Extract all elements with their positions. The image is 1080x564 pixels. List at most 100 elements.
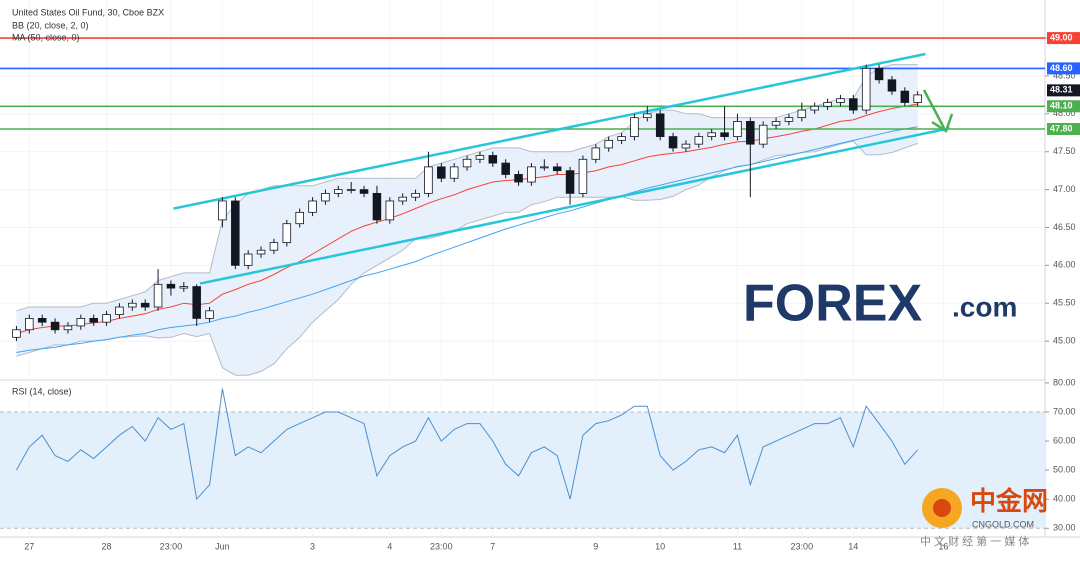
x-tick-label: 11	[733, 541, 742, 551]
candle-body	[398, 196, 407, 202]
y-tick-label: 46.50	[1053, 222, 1076, 232]
x-tick-label: 16	[938, 541, 948, 551]
candle-body	[37, 317, 47, 323]
candle-body	[115, 306, 124, 316]
candle-body	[578, 158, 588, 194]
candle-body	[501, 162, 510, 175]
x-tick-label: 23:00	[430, 541, 453, 551]
rsi-title: RSI (14, close)	[12, 386, 72, 396]
candle-body	[771, 121, 781, 126]
candle-body	[437, 166, 446, 179]
candle-body	[359, 189, 369, 194]
candle-body	[385, 200, 395, 221]
candle-body	[604, 139, 613, 149]
rsi-tick-label: 70.00	[1053, 406, 1076, 416]
candle-body	[514, 174, 523, 183]
candle-body	[630, 117, 639, 137]
legend-indicator: BB (20, close, 2, 0)	[12, 20, 89, 30]
candle-body	[308, 200, 317, 213]
candle-body	[449, 166, 459, 179]
candle-body	[784, 117, 794, 122]
candle-body	[372, 192, 382, 221]
y-tick-label: 45.50	[1053, 298, 1076, 308]
candle-body	[681, 143, 691, 149]
candle-body	[424, 166, 433, 194]
level-box	[1047, 32, 1080, 45]
ma-line	[16, 126, 918, 353]
candle-body	[218, 200, 227, 221]
candle-body	[655, 113, 665, 137]
x-tick-label: 10	[655, 541, 665, 551]
candle-body	[668, 136, 678, 149]
candle-body	[823, 102, 832, 107]
logo-brand: FOREX	[743, 275, 922, 333]
watermark-site: CNGOLD.COM	[972, 519, 1034, 529]
x-tick-label: 28	[102, 541, 112, 551]
legend-title: United States Oil Fund, 30, Cboe BZX	[12, 7, 164, 17]
candle-body	[102, 314, 111, 323]
y-tick-label: 48.00	[1053, 108, 1076, 118]
watermark-icon-inner	[933, 499, 951, 517]
arrow-head	[931, 113, 954, 133]
candle-body	[540, 166, 549, 169]
bb-upper	[16, 64, 918, 312]
candle-body	[552, 166, 562, 172]
x-tick-label: Jun	[215, 541, 230, 551]
candle-body	[707, 132, 716, 137]
level-label: 47.80	[1050, 123, 1073, 133]
candle-body	[205, 310, 214, 319]
candle-body	[694, 136, 704, 145]
candle-body	[733, 121, 742, 137]
candle-body	[861, 67, 871, 111]
y-tick-label: 47.50	[1053, 146, 1076, 156]
x-tick-label: 23:00	[160, 541, 183, 551]
candle-body	[887, 79, 897, 92]
candle-body	[488, 155, 498, 164]
candle-body	[475, 155, 485, 160]
level-label: 49.00	[1050, 32, 1073, 42]
candle-body	[617, 136, 626, 141]
candle-body	[527, 166, 536, 183]
watermark-name: 中金网	[970, 486, 1048, 516]
candle-body	[12, 329, 21, 338]
arrow-shaft	[922, 89, 946, 129]
x-tick-label: 4	[387, 541, 392, 551]
rsi-tick-label: 60.00	[1053, 435, 1076, 445]
watermark-slogan: 中 文 财 经 第 一 媒 体	[920, 534, 1029, 548]
bb-basis	[16, 103, 918, 334]
bb-lower	[16, 140, 918, 376]
level-box	[1047, 123, 1080, 135]
last-price-box	[1047, 84, 1080, 97]
level-label: 48.60	[1050, 63, 1073, 73]
candle-body	[591, 147, 601, 160]
x-tick-label: 7	[490, 541, 495, 551]
candle-body	[565, 170, 575, 194]
x-tick-label: 9	[593, 541, 598, 551]
candle-body	[256, 249, 266, 255]
logo-suffix: .com	[952, 291, 1017, 322]
candle-body	[321, 192, 330, 202]
candle-body	[797, 109, 807, 119]
level-box	[1047, 62, 1080, 75]
candle-body	[153, 283, 163, 308]
candle-body	[746, 121, 755, 145]
candle-body	[282, 223, 292, 244]
candle-body	[849, 98, 858, 111]
rsi-band	[0, 411, 1045, 529]
candle-body	[334, 189, 343, 194]
candle-body	[810, 105, 819, 111]
candle-body	[50, 321, 60, 331]
candle-body	[720, 132, 729, 137]
candle-body	[462, 158, 472, 168]
candle-body	[269, 242, 279, 251]
candle-body	[89, 317, 98, 323]
candle-body	[128, 302, 137, 308]
candle-body	[63, 325, 73, 331]
candle-body	[231, 200, 240, 266]
candle-body	[643, 113, 652, 119]
level-box	[1047, 100, 1080, 113]
y-tick-label: 47.00	[1053, 184, 1076, 194]
x-tick-label: 23:00	[791, 541, 814, 551]
y-tick-label: 48.50	[1053, 70, 1076, 80]
